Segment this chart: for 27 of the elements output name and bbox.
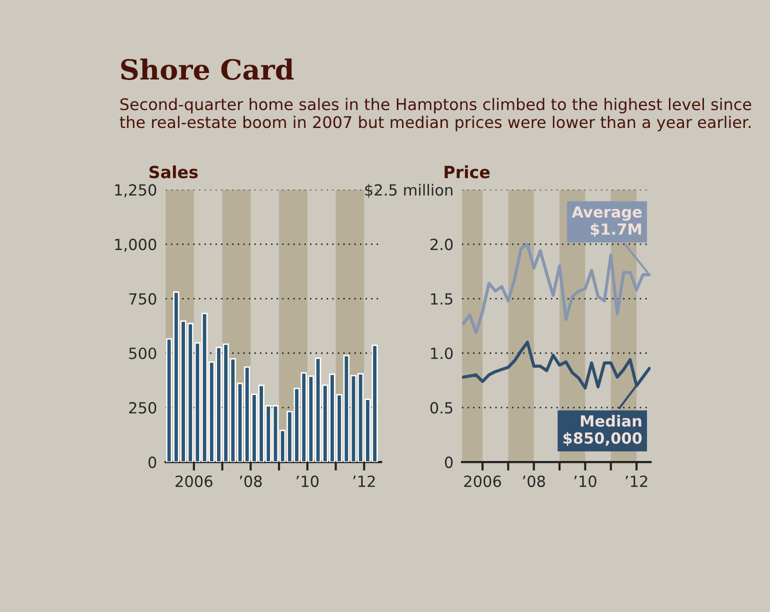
y-tick-label: 2.0	[430, 238, 453, 250]
line-series	[462, 242, 651, 334]
chart-title: Shore Card	[121, 58, 294, 80]
annotation: Median $850,000	[563, 414, 642, 446]
y-tick-label: 0	[148, 456, 156, 468]
y-axis-title: Sales	[149, 165, 198, 178]
y-tick-label: 1,000	[115, 238, 156, 252]
text: Second-quarter home sales in the Hamptons climbed to the highest level since the real-estate boom in 2007 but median prices were lower than a year earlier.	[120, 98, 752, 132]
y-axis-title: Price	[444, 165, 490, 178]
y-tick-label: 1.0	[431, 348, 453, 360]
x-tick-label: ’08	[523, 476, 545, 488]
y-tick-label: 750	[129, 293, 156, 305]
x-tick-label: ’12	[353, 476, 375, 487]
y-tick-label: 1,250	[115, 184, 156, 198]
y-tick-label: 250	[129, 402, 156, 414]
annotation: Average $1.7M	[572, 206, 642, 237]
y-tick-label: $2.5 million	[365, 184, 452, 198]
x-tick-label: 2006	[464, 476, 502, 488]
x-tick-label: ’08	[240, 476, 262, 488]
y-tick-label: 1.5	[431, 293, 452, 305]
x-tick-label: ’10	[296, 476, 319, 488]
y-tick-label: 0.5	[430, 402, 452, 414]
x-tick-label: ’12	[626, 476, 648, 487]
x-tick-label: ’10	[574, 476, 596, 488]
x-tick-label: 2006	[176, 476, 212, 488]
y-tick-label: 500	[129, 348, 156, 360]
y-tick-label: 0	[444, 456, 453, 468]
